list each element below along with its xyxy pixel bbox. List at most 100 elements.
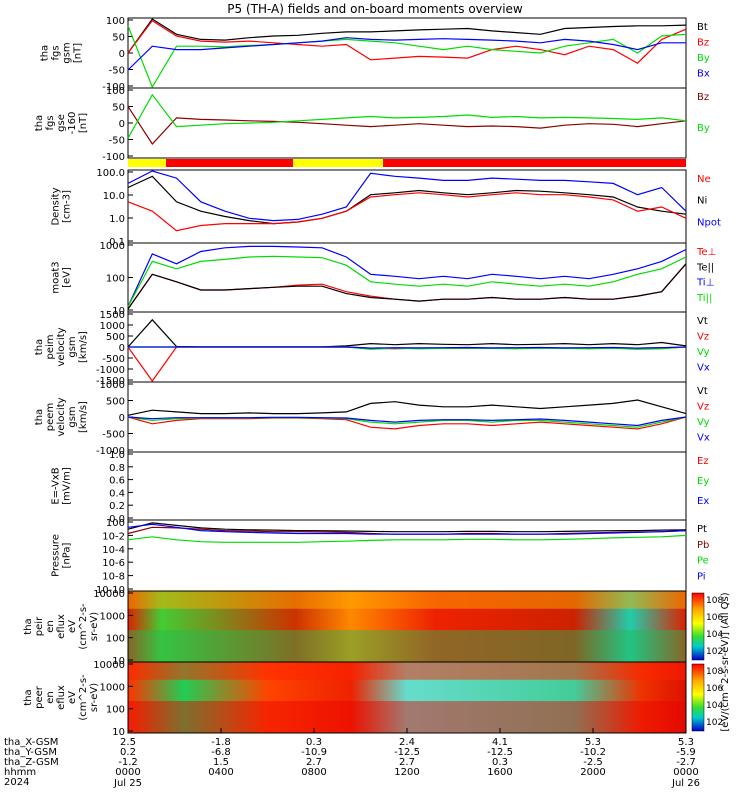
legend-entry: By [697,53,710,64]
legend-entry: Pi [697,571,706,582]
y-tick-label: 100 [106,634,125,645]
z-gsm-label: 2.7 [306,757,322,768]
y-tick-label: -50 [109,136,125,147]
legend-entry: Pt [697,524,707,535]
y-axis-label: en [45,620,56,633]
y-axis-label: tha [23,689,34,705]
y-gsm-label: -5.9 [676,747,696,758]
y-axis-label: [nPa] [62,542,73,568]
y-tick-label: 0.1 [109,237,125,248]
y-gsm-label: -10.9 [301,747,327,758]
y-tick-label: 50 [112,103,125,114]
y-tick-label: 1.0 [109,450,125,461]
colorbar-tick-label: 102 [706,718,723,728]
y-tick-label: -1000 [96,365,125,376]
x-tick-label: 1600 [487,767,512,778]
page-title: P5 (TH-A) fields and on-board moments ov… [227,2,523,16]
legend-entry: Ex [697,496,709,507]
y-tick-label: -100 [102,152,125,163]
row-label: hhmm [4,767,36,778]
y-tick-label: -1500 [96,376,125,387]
y-tick-label: 10000 [93,589,125,600]
y-axis-label: fgs [51,45,62,60]
row-label: tha_Z-GSM [4,757,59,768]
colorbar [691,663,705,732]
z-gsm-label: 2.7 [399,757,415,768]
legend-entry: Vy [697,347,710,358]
series-line [127,346,687,383]
y-tick-label: 1000 [100,682,125,693]
y-axis-label: gsm [67,336,78,357]
date-label: Jul 26 [671,778,700,789]
y-axis-label: gse [56,114,67,132]
legend-entry: Ti|| [696,293,712,304]
x-tick-label: 0800 [301,767,326,778]
x-tick-label: 2000 [580,767,605,778]
series-line [127,93,687,139]
y-tick-label: -50 [109,66,125,77]
y-axis-label: gsm [62,42,73,63]
legend-entry: Npot [697,217,721,228]
y-axis-label: (cm^2-s- [78,674,89,721]
y-axis-label: en [45,691,56,704]
y-tick-label: 10 [112,306,125,317]
legend-entry: Vy [697,417,710,428]
legend-entry: Vx [697,433,710,444]
y-axis-label: tha [23,618,34,634]
y-axis-label: sr-eV) [89,612,100,641]
series-line [127,263,687,310]
y-axis-label: [nT] [78,113,89,133]
y-axis-label: velocity [56,397,67,436]
y-tick-label: 0 [119,343,125,354]
legend-entry: By [697,123,710,134]
y-tick-label: 1000 [100,321,125,332]
y-axis-label: peir [34,616,45,636]
y-axis-label: tha [34,409,45,425]
z-gsm-label: -2.7 [676,757,696,768]
y-axis-label: eV [67,691,78,704]
y-axis-label: [km/s] [78,401,89,433]
y-axis-label: eflux [56,614,67,639]
y-tick-label: 0.6 [109,476,125,487]
legend-entry: Ne [697,174,711,185]
y-tick-label: 1500 [100,310,125,321]
y-axis-label: (cm^2-s- [78,603,89,650]
legend-entry: Ni [697,196,707,207]
series-line [127,19,687,64]
x-tick-label: 1200 [394,767,419,778]
x-tick-label: 0000 [115,767,140,778]
y-axis-label: fgs [45,115,56,130]
colorbar-tick-label: 108 [706,667,723,677]
series-line [127,170,687,222]
y-tick-label: 10-4 [102,545,125,556]
series-line [127,175,687,225]
row-label: tha_X-GSM [4,737,58,748]
series-line [127,25,687,89]
y-gsm-label: 0.2 [120,747,136,758]
y-tick-label: 100.0 [96,168,125,179]
spectrogram-band [128,630,686,662]
series-line [127,18,687,54]
legend-entry: Te⊥ [696,247,716,258]
y-axis-label: [mV/m] [62,467,73,505]
x-gsm-label: 0.3 [306,737,322,748]
x-gsm-label: 2.4 [399,737,415,748]
y-tick-label: 1.0 [109,214,125,225]
y-axis-label: moat3 [51,261,62,293]
y-gsm-label: -12.5 [394,747,420,758]
y-tick-label: -100 [102,82,125,93]
series-line [127,106,687,145]
spectrogram-band [128,701,686,733]
y-tick-label: 0.8 [109,463,125,474]
colorbar-tick-label: 108 [706,596,723,606]
z-gsm-label: -1.2 [118,757,138,768]
colorbar-tick-label: 106 [706,684,723,694]
x-gsm-label: 4.1 [492,737,508,748]
spectrogram-band [128,591,686,609]
y-axis-label: peim [45,334,56,359]
y-tick-label: -1000 [96,446,125,457]
y-tick-label: 100 [106,518,125,529]
panel-frame [127,381,687,453]
y-tick-label: 100 [106,274,125,285]
